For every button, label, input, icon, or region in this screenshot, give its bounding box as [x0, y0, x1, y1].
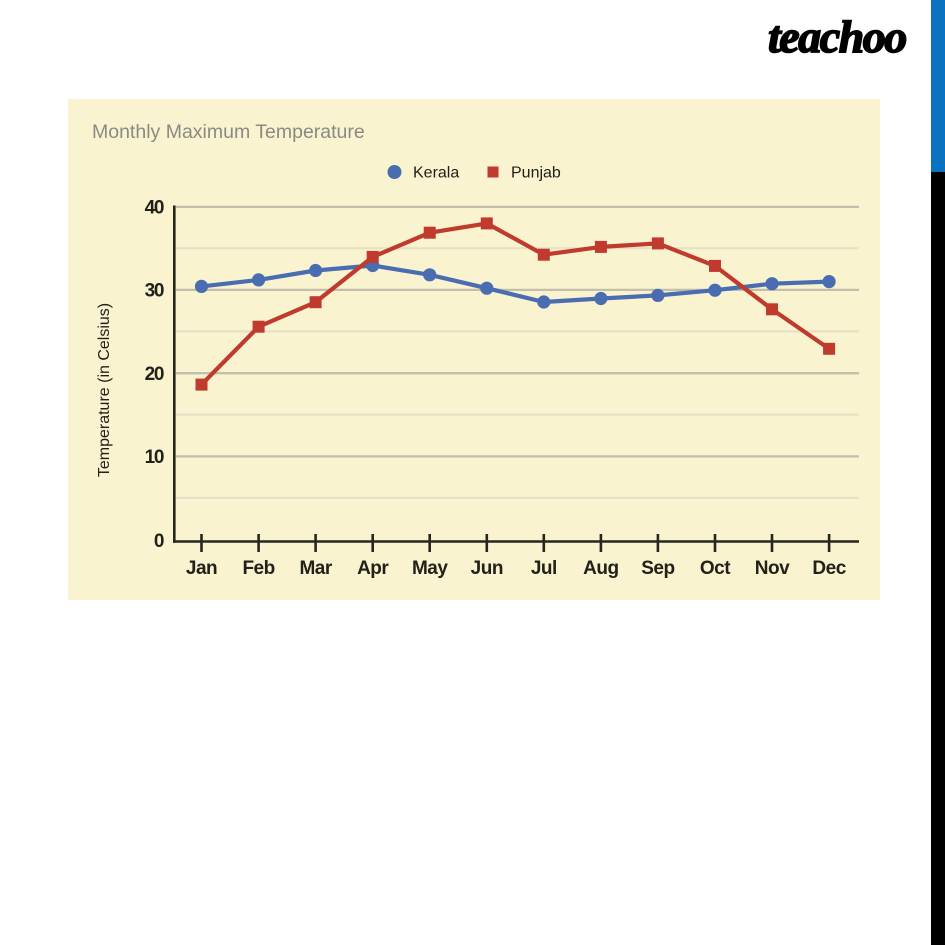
- svg-text:May: May: [412, 558, 448, 579]
- svg-text:Aug: Aug: [583, 558, 618, 579]
- svg-text:Apr: Apr: [357, 558, 389, 579]
- svg-text:Feb: Feb: [242, 558, 274, 579]
- svg-text:40: 40: [145, 198, 164, 219]
- svg-text:Dec: Dec: [812, 558, 846, 579]
- svg-text:Jun: Jun: [471, 558, 503, 579]
- svg-text:Mar: Mar: [299, 558, 332, 579]
- svg-text:Jan: Jan: [186, 558, 217, 579]
- svg-text:Temperature (in Celsius): Temperature (in Celsius): [96, 303, 113, 477]
- svg-text:30: 30: [145, 281, 164, 302]
- svg-text:Oct: Oct: [700, 558, 731, 579]
- svg-text:Monthly Maximum Temperature: Monthly Maximum Temperature: [92, 121, 365, 143]
- svg-text:10: 10: [145, 447, 164, 468]
- svg-text:20: 20: [145, 364, 164, 385]
- svg-text:Punjab: Punjab: [511, 165, 561, 182]
- svg-text:Nov: Nov: [755, 558, 790, 579]
- svg-text:Jul: Jul: [531, 558, 557, 579]
- svg-text:Sep: Sep: [641, 558, 674, 579]
- svg-text:Kerala: Kerala: [413, 165, 459, 182]
- svg-text:0: 0: [154, 531, 164, 552]
